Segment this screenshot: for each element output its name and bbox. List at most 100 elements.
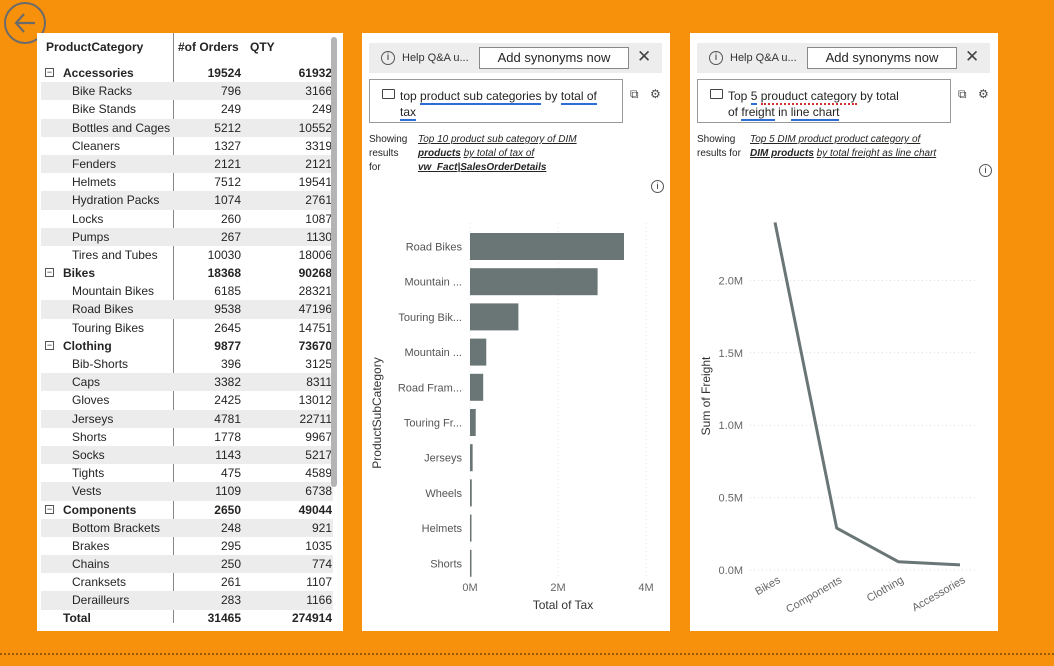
subcategory-qty: 3166	[305, 84, 332, 99]
subcategory-qty: 5217	[305, 447, 332, 462]
subcategory-orders: 2645	[214, 320, 241, 335]
back-button[interactable]	[4, 2, 46, 44]
category-row[interactable]: − Clothing 9877 73670	[37, 337, 337, 355]
subcategory-row[interactable]: Shorts 1778 9967	[37, 428, 337, 446]
add-synonyms-button[interactable]: Add synonyms now	[479, 47, 629, 69]
result-term[interactable]: vw_Fact|SalesOrderDetails	[418, 162, 547, 173]
subcategory-row[interactable]: Bottom Brackets 248 921	[37, 518, 337, 537]
subcategory-name: Caps	[72, 375, 101, 390]
row-stripe	[41, 445, 333, 465]
subcategory-row[interactable]: Mountain Bikes 6185 28321	[37, 282, 337, 300]
info-icon[interactable]: i	[709, 51, 723, 65]
x-tick-label: Accessories	[910, 574, 968, 614]
subcategory-name: Socks	[72, 447, 105, 462]
subcategory-orders: 4781	[214, 411, 241, 426]
subcategory-row[interactable]: Locks 260 1087	[37, 210, 337, 228]
result-term[interactable]: DIM products	[750, 148, 814, 159]
subcategory-row[interactable]: Helmets 7512 19541	[37, 173, 337, 191]
subcategory-row[interactable]: Road Bikes 9538 47196	[37, 300, 337, 319]
subcategory-row[interactable]: Bike Stands 249 249	[37, 100, 337, 118]
info-icon[interactable]: i	[381, 51, 395, 65]
subcategory-row[interactable]: Jerseys 4781 22711	[37, 409, 337, 428]
subcategory-row[interactable]: Bib-Shorts 396 3125	[37, 355, 337, 373]
settings-gear-icon[interactable]: ⚙	[978, 87, 989, 101]
row-stripe	[41, 227, 333, 246]
chat-icon	[710, 89, 723, 99]
collapse-icon[interactable]: −	[45, 339, 54, 350]
subcategory-row[interactable]: Cranksets 261 1107	[37, 573, 337, 591]
subcategory-row[interactable]: Derailleurs 283 1166	[37, 591, 337, 610]
y-tick-label: Road Fram...	[398, 382, 462, 394]
subcategory-row[interactable]: Brakes 295 1035	[37, 537, 337, 555]
subcategory-row[interactable]: Hydration Packs 1074 2761	[37, 191, 337, 210]
matrix-rows: − Accessories 19524 61932 Bike Racks 796 3166 B…	[37, 64, 337, 610]
matrix-scrollbar[interactable]	[331, 37, 337, 487]
subcategory-row[interactable]: Bottles and Cages 5212 10552	[37, 118, 337, 137]
close-icon[interactable]: ✕	[965, 47, 980, 66]
q-word: Top	[728, 89, 748, 103]
header-orders[interactable]: #of Orders	[178, 40, 239, 54]
showing-label: results for	[697, 148, 741, 159]
add-synonyms-button[interactable]: Add synonyms now	[807, 47, 957, 69]
help-qa-text[interactable]: Help Q&A u...	[402, 52, 469, 64]
x-tick-label: 4M	[638, 582, 653, 594]
category-name: Accessories	[63, 66, 134, 80]
collapse-icon[interactable]: −	[45, 67, 54, 77]
result-link[interactable]: by total of tax of	[463, 148, 535, 159]
header-productcategory[interactable]: ProductCategory	[46, 40, 144, 54]
category-name: Components	[63, 502, 137, 517]
subcategory-row[interactable]: Gloves 2425 13012	[37, 391, 337, 409]
subcategory-orders: 295	[220, 538, 241, 553]
result-link[interactable]: by total freight as line chart	[816, 148, 937, 159]
category-orders: 19524	[207, 66, 241, 80]
result-link[interactable]: Top 5 DIM product product category of	[750, 134, 921, 145]
result-link[interactable]: Top 10 product sub category of DIM	[418, 134, 577, 145]
subcategory-row[interactable]: Socks 1143 5217	[37, 445, 337, 465]
subcategory-row[interactable]: Tights 475 4589	[37, 464, 337, 482]
subcategory-name: Gloves	[72, 393, 110, 408]
collapse-icon[interactable]: −	[45, 267, 54, 278]
category-orders: 18368	[207, 266, 241, 281]
row-stripe	[41, 300, 333, 319]
subcategory-name: Bike Racks	[72, 84, 133, 99]
subcategory-row[interactable]: Fenders 2121 2121	[37, 154, 337, 174]
result-term[interactable]: products	[418, 148, 461, 159]
help-qa-text[interactable]: Help Q&A u...	[730, 52, 797, 64]
subcategory-row[interactable]: Caps 3382 8311	[37, 373, 337, 392]
subcategory-name: Bike Stands	[72, 102, 137, 117]
subcategory-qty: 10552	[298, 120, 332, 135]
info-icon[interactable]: i	[979, 164, 992, 177]
y-tick-label: 0.5M	[719, 493, 743, 505]
subcategory-row[interactable]: Touring Bikes 2645 14751	[37, 319, 337, 337]
subcategory-row[interactable]: Cleaners 1327 3319	[37, 137, 337, 155]
qa-question-input[interactable]: Top 5 prouduct category by total of frei…	[697, 79, 951, 123]
bar	[470, 233, 624, 260]
x-tick-label: Clothing	[865, 574, 906, 605]
column-divider	[173, 33, 174, 623]
visual-type-icon[interactable]: ⧉	[630, 87, 639, 101]
subcategory-row[interactable]: Vests 1109 6738	[37, 482, 337, 501]
category-row[interactable]: − Components 2650 49044	[37, 501, 337, 519]
q-term: total of tax	[400, 89, 597, 121]
subcategory-row[interactable]: Chains 250 774	[37, 555, 337, 574]
info-icon[interactable]: i	[651, 180, 664, 193]
qa-question-input[interactable]: top product sub categories by total of t…	[369, 79, 623, 123]
subcategory-orders: 396	[220, 357, 241, 371]
y-tick-label: Helmets	[422, 523, 463, 535]
category-row[interactable]: − Bikes 18368 90268	[37, 264, 337, 282]
subcategory-row[interactable]: Pumps 267 1130	[37, 227, 337, 246]
subcategory-orders: 260	[220, 211, 241, 226]
subcategory-qty: 18006	[298, 247, 332, 262]
subcategory-qty: 1087	[305, 211, 332, 226]
category-row[interactable]: − Accessories 19524 61932	[37, 64, 337, 82]
header-qty[interactable]: QTY	[250, 40, 275, 54]
q-word: top	[400, 89, 417, 103]
subcategory-row[interactable]: Bike Racks 796 3166	[37, 82, 337, 101]
x-tick-label: 2M	[550, 582, 565, 594]
close-icon[interactable]: ✕	[637, 47, 652, 66]
subcategory-row[interactable]: Tires and Tubes 10030 18006	[37, 246, 337, 264]
settings-gear-icon[interactable]: ⚙	[650, 87, 661, 101]
collapse-icon[interactable]: −	[45, 503, 54, 514]
visual-type-icon[interactable]: ⧉	[958, 87, 967, 101]
subcategory-name: Touring Bikes	[72, 320, 145, 335]
